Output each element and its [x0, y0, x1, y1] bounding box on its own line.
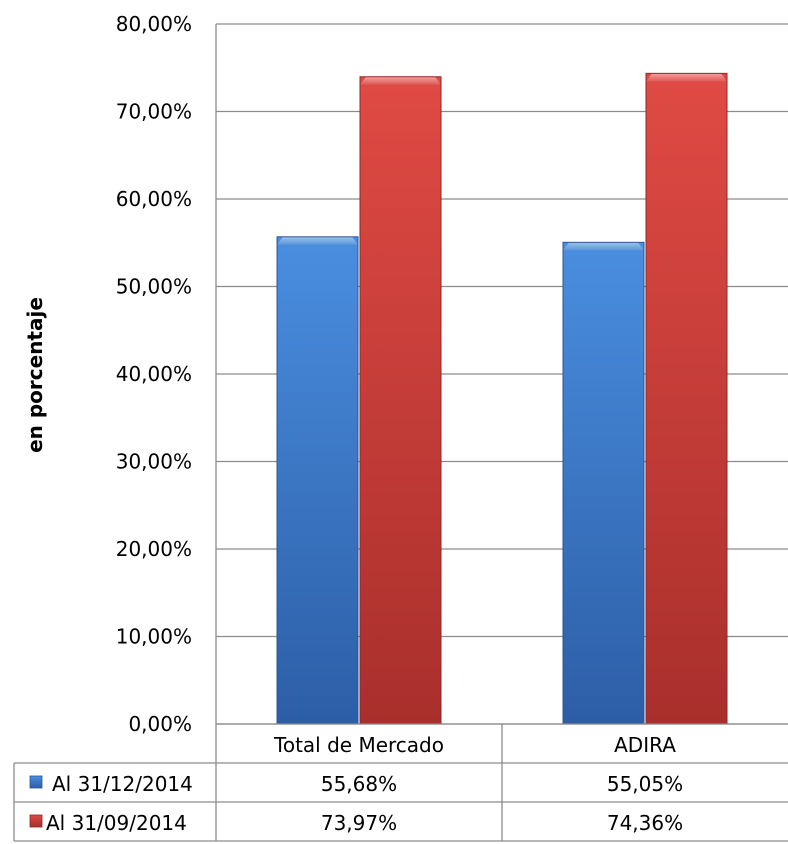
data-label: 74,36% [607, 811, 683, 835]
legend-label: Al 31/09/2014 [46, 811, 187, 835]
bar-top-cap [277, 236, 358, 245]
y-tick-label: 10,00% [116, 625, 192, 649]
y-tick-label: 40,00% [116, 362, 192, 386]
bar [276, 236, 359, 725]
y-tick-label: 60,00% [116, 187, 192, 211]
bar-body [277, 236, 358, 725]
y-tick-label: 70,00% [116, 100, 192, 124]
legend-swatch [29, 775, 43, 789]
y-tick-label: 0,00% [128, 712, 192, 736]
y-tick-label: 80,00% [116, 12, 192, 36]
x-tick-label: Total de Mercado [273, 733, 444, 757]
y-axis-ticks: 0,00% 10,00% 20,00% 30,00% 40,00% 50,00% 60,00… [116, 12, 192, 736]
bar-top-cap [646, 73, 727, 82]
y-tick-label: 30,00% [116, 450, 192, 474]
bar-top-cap [563, 242, 644, 251]
bars [276, 72, 728, 725]
x-tick-label: ADIRA [614, 733, 676, 757]
legend-swatch [29, 814, 43, 828]
y-tick-label: 50,00% [116, 275, 192, 299]
y-tick-label: 20,00% [116, 537, 192, 561]
bar-body [563, 242, 644, 724]
bar-top-cap [360, 76, 441, 85]
data-label: 55,05% [607, 772, 683, 796]
data-label: 55,68% [321, 772, 397, 796]
bar [562, 241, 645, 725]
data-label: 73,97% [321, 811, 397, 835]
y-axis-label: en porcentaje [23, 297, 47, 453]
bar [645, 72, 728, 725]
legend-label: Al 31/12/2014 [52, 772, 193, 796]
bar-body [646, 73, 727, 725]
data-table: Total de Mercado ADIRA Al 31/12/2014 55,68%… [13, 723, 788, 842]
bar-body [360, 76, 441, 724]
bar [359, 76, 442, 725]
